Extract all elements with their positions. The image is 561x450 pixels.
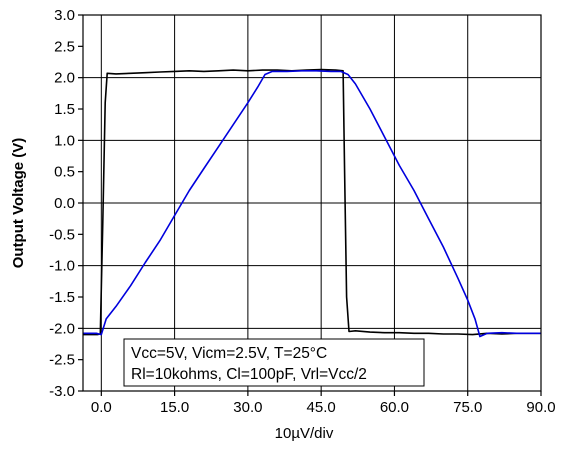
y-tick-label: 0.5 bbox=[54, 164, 75, 181]
y-tick-label: 1.0 bbox=[54, 132, 75, 149]
x-tick-label: 0.0 bbox=[91, 399, 112, 416]
y-tick-label: 0.0 bbox=[54, 195, 75, 212]
x-tick-label: 30.0 bbox=[233, 399, 262, 416]
x-axis-label: 10µV/div bbox=[275, 425, 334, 442]
x-axis-ticks: 0.0 15.0 30.0 45.0 60.0 75.0 90.0 bbox=[91, 391, 556, 416]
y-tick-label: -1.0 bbox=[49, 258, 75, 275]
x-tick-label: 60.0 bbox=[380, 399, 409, 416]
series-line-1 bbox=[83, 68, 541, 336]
y-tick-label: -3.0 bbox=[49, 383, 75, 400]
y-tick-label: -1.5 bbox=[49, 289, 75, 306]
conditions-annotation: Vcc=5V, Vicm=2.5V, T=25°C Rl=10kohms, Cl… bbox=[123, 338, 425, 387]
annotation-line-2: Rl=10kohms, Cl=100pF, Vrl=Vcc/2 bbox=[131, 366, 367, 383]
x-tick-label: 15.0 bbox=[160, 399, 189, 416]
y-tick-label: -0.5 bbox=[49, 226, 75, 243]
y-tick-label: -2.0 bbox=[49, 320, 75, 337]
y-tick-label: 1.5 bbox=[54, 101, 75, 118]
y-tick-label: 3.0 bbox=[54, 7, 75, 24]
series-layer bbox=[83, 68, 541, 338]
x-tick-label: 75.0 bbox=[453, 399, 482, 416]
y-tick-label: 2.5 bbox=[54, 38, 75, 55]
grid bbox=[83, 15, 542, 391]
y-axis-label: Output Voltage (V) bbox=[10, 138, 27, 269]
annotation-line-1: Vcc=5V, Vicm=2.5V, T=25°C bbox=[131, 345, 327, 362]
y-tick-label: -2.5 bbox=[49, 352, 75, 369]
y-tick-label: 2.0 bbox=[54, 70, 75, 87]
y-axis-ticks: -3.0 -2.5 -2.0 -1.5 -1.0 -0.5 0.0 0.5 1.0 1.5 2.0 2… bbox=[49, 7, 83, 400]
x-tick-label: 90.0 bbox=[526, 399, 555, 416]
series-line-2 bbox=[83, 70, 541, 338]
x-tick-label: 45.0 bbox=[307, 399, 336, 416]
annotation-frame bbox=[123, 338, 425, 387]
